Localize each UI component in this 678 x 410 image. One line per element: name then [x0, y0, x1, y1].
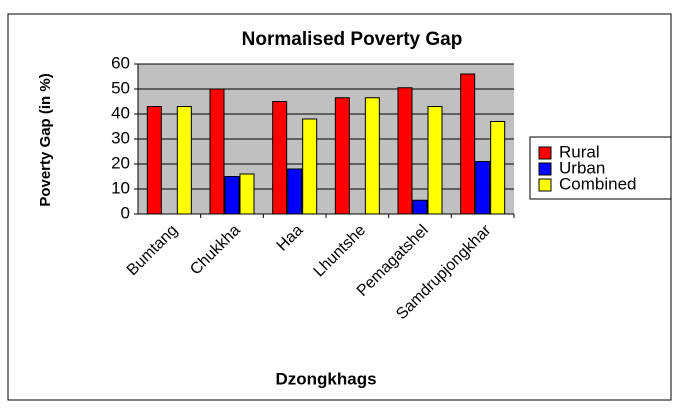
y-tick-label: 40 — [111, 103, 130, 122]
bar — [412, 199, 428, 215]
y-tick-label: 0 — [121, 203, 130, 222]
bar — [272, 101, 288, 215]
bar — [460, 73, 476, 215]
y-tick-label: 30 — [111, 128, 130, 147]
bar — [364, 97, 380, 215]
bar — [490, 121, 506, 215]
legend-box — [529, 136, 672, 200]
bar — [287, 168, 303, 215]
legend-swatch — [538, 162, 552, 176]
legend-label: Urban — [559, 158, 605, 177]
bar — [239, 173, 255, 215]
bar — [176, 106, 192, 215]
legend-label: Rural — [559, 142, 600, 161]
bar — [397, 87, 413, 215]
bar — [475, 161, 491, 215]
bar — [427, 106, 443, 215]
legend-swatch — [538, 178, 552, 192]
bar — [302, 118, 318, 215]
x-axis-label: Dzongkhags — [275, 369, 376, 388]
bar — [224, 176, 240, 215]
y-tick-label: 20 — [111, 153, 130, 172]
legend-swatch — [538, 146, 552, 160]
y-axis-label: Poverty Gap (in %) — [37, 73, 54, 206]
y-tick-label: 60 — [111, 53, 130, 72]
legend-label: Combined — [559, 174, 637, 193]
bar — [209, 88, 225, 215]
y-tick-label: 50 — [111, 78, 130, 97]
bar — [146, 106, 162, 215]
bar — [334, 97, 350, 215]
y-tick-label: 10 — [111, 178, 130, 197]
chart-title: Normalised Poverty Gap — [242, 29, 463, 50]
